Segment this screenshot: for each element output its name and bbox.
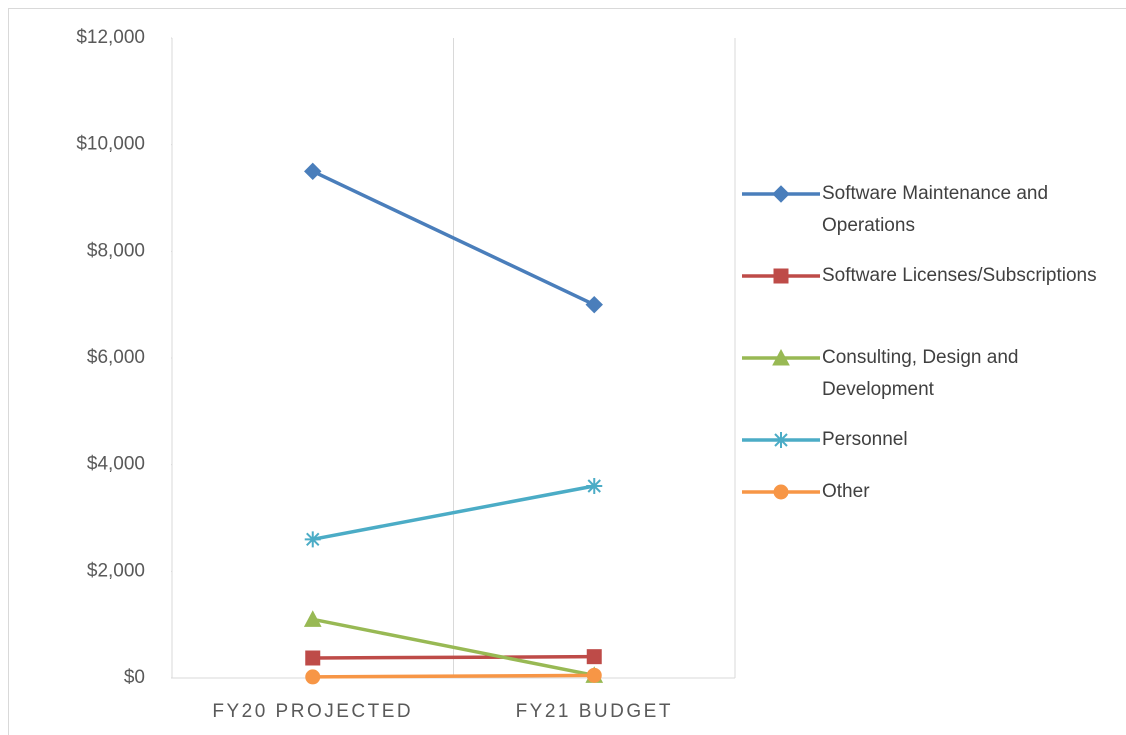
x-tick-label: FY20 PROJECTED: [212, 701, 413, 722]
y-tick-label: $4,000: [87, 454, 145, 475]
legend-swatch-marker: [773, 432, 789, 448]
series-line: [311, 654, 596, 660]
legend-swatch-marker: [772, 348, 790, 366]
y-tick-label: $6,000: [87, 347, 145, 368]
data-point: [585, 295, 603, 314]
data-point: [586, 649, 602, 665]
legend-label: Software Maintenance and Operations: [822, 183, 1049, 236]
data-point: [586, 667, 602, 683]
data-point: [586, 478, 603, 494]
series-line: [311, 617, 596, 678]
data-point: [305, 669, 321, 685]
data-point: [304, 162, 322, 181]
legend-swatch-marker: [773, 268, 789, 284]
legend-label: Consulting, Design and Development: [822, 347, 1019, 400]
y-tick-label: $0: [124, 667, 145, 688]
legend-label: Software Licenses/Subscriptions: [822, 265, 1097, 286]
legend-swatch-marker: [773, 484, 789, 500]
legend-label: Personnel: [822, 429, 908, 450]
chart-frame: [8, 8, 1126, 735]
series-line: [311, 169, 596, 307]
y-tick-label: $8,000: [87, 240, 145, 261]
y-tick-label: $10,000: [76, 134, 145, 155]
series-line: [311, 673, 596, 679]
legend-label: Other: [822, 481, 870, 502]
data-point: [305, 650, 321, 666]
data-point: [303, 610, 322, 627]
y-tick-label: $12,000: [76, 27, 145, 48]
x-tick-label: FY21 BUDGET: [516, 701, 673, 722]
data-point: [304, 531, 321, 548]
series-line: [311, 484, 596, 542]
legend-swatch-marker: [772, 185, 790, 203]
y-tick-label: $2,000: [87, 560, 145, 581]
